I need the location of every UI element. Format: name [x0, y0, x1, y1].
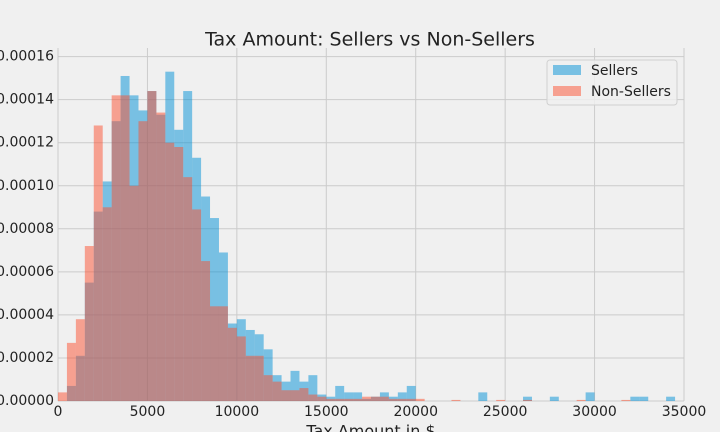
legend-label: Sellers	[591, 63, 638, 79]
histogram-bar	[192, 209, 202, 401]
histogram-bar	[138, 121, 148, 402]
histogram-bar	[156, 112, 166, 401]
histogram-bar	[218, 306, 228, 401]
histogram-bar	[299, 388, 309, 401]
legend: Sellers Non-Sellers	[546, 59, 678, 106]
histogram-bar	[93, 125, 103, 402]
histogram-bar	[335, 398, 345, 401]
y-tick-label: 0.00010	[0, 178, 54, 194]
histogram-bar	[451, 399, 461, 401]
histogram-bar	[227, 327, 237, 401]
histogram-bar	[353, 392, 363, 401]
legend-swatch	[553, 65, 581, 75]
y-tick-label: 0.00006	[0, 264, 54, 280]
histogram-bar	[344, 398, 354, 401]
histogram-bar	[147, 91, 157, 402]
y-tick-label: 0.00008	[0, 221, 54, 237]
chart-title: Tax Amount: Sellers vs Non-Sellers	[204, 29, 535, 51]
histogram-bar	[290, 390, 300, 401]
x-tick-label: 5000	[130, 404, 166, 420]
histogram-bar	[621, 399, 631, 401]
histogram-bar	[174, 147, 184, 401]
histogram-bar	[406, 398, 416, 401]
x-tick-label: 15000	[304, 404, 349, 420]
histogram-bar	[120, 95, 130, 401]
histogram-bar	[254, 355, 264, 401]
histogram-bar	[326, 398, 336, 401]
histogram-bar	[523, 399, 532, 401]
histogram-bar	[362, 396, 371, 401]
histogram-bar	[344, 392, 354, 401]
x-axis-label: Tax Amount in $	[305, 422, 435, 432]
x-tick-label: 35000	[662, 404, 707, 420]
histogram-bar	[263, 375, 273, 401]
histogram-bar	[281, 390, 291, 401]
histogram-bar	[415, 398, 425, 401]
histogram-bar	[666, 396, 676, 401]
histogram-bar	[165, 142, 175, 401]
histogram-bar	[585, 392, 595, 401]
histogram-bar	[478, 392, 488, 401]
histogram-bar	[263, 349, 273, 401]
histogram-bar	[75, 319, 85, 401]
labels: 0.00000 0.00002 0.00004 0.00006 0.00008 0.000…	[0, 49, 706, 420]
y-tick-label: 0.00000	[0, 393, 54, 409]
x-tick-label: 30000	[572, 404, 617, 420]
histogram-bar	[353, 398, 363, 401]
histogram-bar	[317, 396, 327, 401]
histogram-bar	[66, 342, 76, 401]
y-tick-label: 0.00002	[0, 350, 54, 366]
histogram-bar	[84, 246, 94, 401]
histogram-bar	[308, 394, 318, 401]
bars	[58, 71, 676, 402]
histogram-bar	[335, 385, 345, 401]
histogram-bar	[58, 392, 67, 401]
x-tick-label: 25000	[483, 404, 528, 420]
histogram-bar	[639, 396, 649, 401]
histogram-bar	[549, 396, 559, 401]
histogram-bar	[576, 399, 586, 401]
histogram-bar	[272, 381, 282, 401]
histogram-bar	[245, 355, 255, 401]
histogram-bar	[397, 392, 407, 401]
histogram-bar	[129, 185, 139, 401]
histogram-bar	[630, 396, 640, 401]
y-tick-label: 0.00012	[0, 135, 54, 151]
histogram-bar	[111, 95, 121, 401]
y-tick-label: 0.00004	[0, 307, 54, 323]
histogram-bar	[183, 177, 193, 401]
histogram-bar	[290, 370, 300, 401]
y-tick-label: 0.00014	[0, 92, 54, 108]
x-tick-label: 10000	[215, 404, 260, 420]
histogram-bar	[201, 261, 211, 401]
histogram-bar	[236, 336, 246, 401]
histogram-bar	[406, 385, 416, 401]
histogram-bar	[397, 398, 407, 401]
histogram-bar	[308, 375, 318, 401]
histogram-bar	[371, 396, 380, 401]
histogram-bar	[379, 396, 389, 401]
legend-swatch	[553, 86, 581, 96]
x-tick-label: 0	[54, 404, 63, 420]
y-tick-label: 0.00016	[0, 49, 54, 65]
legend-label: Non-Sellers	[591, 84, 671, 100]
histogram-bar	[388, 398, 398, 401]
histogram-bar	[102, 207, 112, 401]
histogram-bar	[496, 399, 506, 401]
x-tick-label: 20000	[393, 404, 438, 420]
histogram-bar	[523, 396, 532, 401]
histogram-bar	[210, 306, 219, 401]
